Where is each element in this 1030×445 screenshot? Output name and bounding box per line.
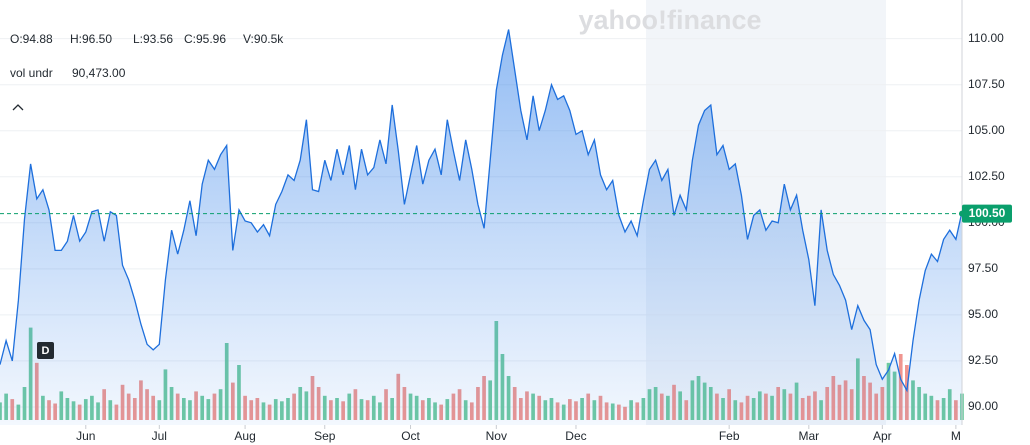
y-tick-label: 105.00 [968, 123, 1005, 137]
y-tick-label: 107.50 [968, 77, 1005, 91]
x-tick-label: Jun [76, 429, 95, 443]
y-tick-label: 90.00 [968, 399, 998, 413]
ohlc-volume: V:90.5k [243, 32, 284, 46]
watermark: yahoo!finance [578, 5, 761, 35]
y-tick-label: 92.50 [968, 353, 998, 367]
ohlc-high: H:96.50 [70, 32, 112, 46]
ohlc-close: C:95.96 [184, 32, 226, 46]
x-tick-label: Feb [719, 429, 740, 443]
x-tick-label: Mar [798, 429, 819, 443]
y-tick-label: 97.50 [968, 261, 998, 275]
indicator-name: vol undr [10, 66, 53, 80]
y-tick-label: 95.00 [968, 307, 998, 321]
interval-badge-box[interactable] [37, 342, 54, 359]
x-tick-label: Jul [152, 429, 167, 443]
last-price-label: 100.50 [969, 206, 1006, 220]
x-tick-label: Dec [565, 429, 586, 443]
interval-badge[interactable]: D [42, 345, 50, 357]
last-price-box [962, 204, 1012, 223]
y-tick-label: 102.50 [968, 169, 1005, 183]
collapse-toggle[interactable] [12, 104, 24, 111]
x-tick-label: Sep [314, 429, 336, 443]
ohlc-low: L:93.56 [133, 32, 173, 46]
x-tick-label: M [951, 429, 961, 443]
y-tick-label: 110.00 [968, 31, 1004, 45]
price-line [0, 29, 963, 393]
x-tick-label: Aug [234, 429, 255, 443]
x-tick-label: Apr [873, 429, 892, 443]
x-tick-label: Nov [486, 429, 507, 443]
price-area [0, 29, 962, 425]
x-tick-label: Oct [401, 429, 420, 443]
ohlc-open: O:94.88 [10, 32, 53, 46]
indicator-value: 90,473.00 [72, 66, 126, 80]
